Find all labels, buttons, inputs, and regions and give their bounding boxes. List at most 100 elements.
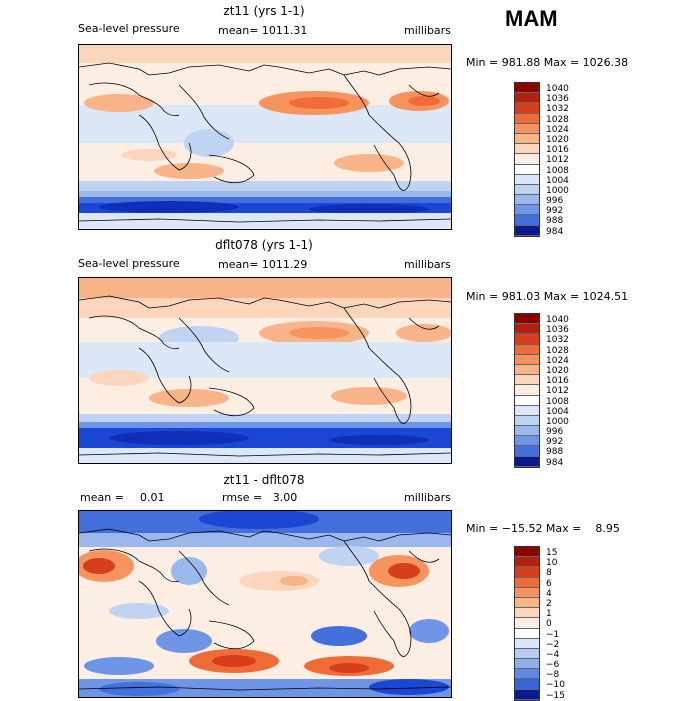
panel1-swatch <box>515 144 539 155</box>
panel3-swatch <box>515 577 539 588</box>
colorbar-tick-label: 0 <box>546 619 552 630</box>
colorbar-tick-label: 10 <box>546 558 558 569</box>
panel2-variable: Sea-level pressure <box>78 257 180 270</box>
panel3-colorbar-labels: 15 10 8 6 4 2 1 0 −1 −2 −4 −6 −8 −10 −15 <box>546 548 565 701</box>
panel1-variable: Sea-level pressure <box>78 22 180 35</box>
panel3-mean-value: 0.01 <box>140 491 165 504</box>
panel1-swatch <box>515 103 539 114</box>
panel3-swatch <box>515 659 539 670</box>
panel1-swatch <box>515 83 539 94</box>
panel2-swatch <box>515 364 539 376</box>
colorbar-tick-label: 1024 <box>546 124 569 135</box>
panel2-swatch <box>515 446 539 457</box>
colorbar-tick-label: 15 <box>546 548 558 558</box>
panel2-colorbar-labels: 1040 1036 1032 1028 1024 1020 1016 1012 … <box>546 315 569 468</box>
colorbar-tick-label: 1 <box>546 609 552 620</box>
colorbar-tick-label: 1020 <box>546 365 569 376</box>
panel1-swatch <box>515 225 539 236</box>
panel2-mean: mean= 1011.29 <box>218 258 308 271</box>
colorbar-tick-label: 1016 <box>546 145 569 156</box>
panel1-swatch <box>515 93 539 104</box>
panel2-units: millibars <box>404 258 451 271</box>
panel2-swatch <box>515 375 539 386</box>
panel3-swatch <box>515 608 539 619</box>
colorbar-tick-label: −6 <box>546 660 560 671</box>
panel3-swatch <box>515 648 539 660</box>
panel1-swatch <box>515 195 539 206</box>
panel2-swatch <box>515 436 539 447</box>
colorbar-tick-label: 1028 <box>546 114 569 125</box>
panel3-swatch <box>515 679 539 690</box>
colorbar-tick-label: −2 <box>546 639 560 650</box>
panel2-colorbar <box>514 313 540 468</box>
panel1-units: millibars <box>404 24 451 37</box>
panel1-swatch <box>515 123 539 134</box>
colorbar-tick-label: 1028 <box>546 345 569 356</box>
colorbar-tick-label: 1012 <box>546 155 569 166</box>
panel1-swatch <box>515 164 539 175</box>
panel2-swatch <box>515 415 539 427</box>
colorbar-tick-label: 988 <box>546 216 564 227</box>
panel3-swatch <box>515 567 539 578</box>
colorbar-tick-label: −4 <box>546 649 560 660</box>
colorbar-tick-label: −1 <box>546 629 560 640</box>
panel1-minmax: Min = 981.88 Max = 1026.38 <box>466 56 629 69</box>
panel2-swatch <box>515 426 539 437</box>
colorbar-tick-label: 1000 <box>546 185 569 196</box>
panel3-swatch <box>515 689 539 700</box>
panel2-swatch <box>515 456 539 467</box>
panel3-title: zt11 - dflt078 <box>223 473 305 487</box>
panel3-swatch <box>515 557 539 568</box>
colorbar-tick-label: 1024 <box>546 355 569 366</box>
panel2-swatch <box>515 344 539 355</box>
panel2-title: dflt078 (yrs 1-1) <box>215 238 313 252</box>
panel3-swatch <box>515 669 539 680</box>
panel1-swatch <box>515 154 539 165</box>
panel2-swatch <box>515 324 539 335</box>
colorbar-tick-label: 1032 <box>546 335 569 346</box>
panel3-colorbar <box>514 546 540 701</box>
colorbar-tick-label: 984 <box>546 457 564 468</box>
colorbar-tick-label: −15 <box>546 690 565 701</box>
colorbar-tick-label: 1004 <box>546 406 569 417</box>
colorbar-tick-label: 1016 <box>546 376 569 387</box>
colorbar-tick-label: 988 <box>546 447 564 458</box>
colorbar-tick-label: −8 <box>546 670 560 681</box>
colorbar-tick-label: 992 <box>546 206 564 217</box>
colorbar-tick-label: 6 <box>546 578 552 589</box>
panel1-title: zt11 (yrs 1-1) <box>223 4 305 18</box>
colorbar-tick-label: 8 <box>546 568 552 579</box>
panel2-swatch <box>515 314 539 325</box>
panel2-swatch <box>515 334 539 345</box>
colorbar-tick-label: 1020 <box>546 134 569 145</box>
panel1-swatch <box>515 215 539 226</box>
panel3-swatch <box>515 597 539 609</box>
colorbar-tick-label: 1012 <box>546 386 569 397</box>
panel3-swatch <box>515 587 539 598</box>
panel1-swatch <box>515 184 539 196</box>
colorbar-tick-label: −10 <box>546 680 565 691</box>
colorbar-tick-label: 1036 <box>546 325 569 336</box>
colorbar-tick-label: 996 <box>546 196 564 207</box>
panel1-swatch <box>515 174 539 185</box>
season-label: MAM <box>505 6 558 31</box>
panel3-swatch <box>515 628 539 639</box>
panel1-swatch <box>515 113 539 124</box>
panel1-colorbar-labels: 1040 1036 1032 1028 1024 1020 1016 1012 … <box>546 84 569 237</box>
panel3-units: millibars <box>404 491 451 504</box>
colorbar-tick-label: 1000 <box>546 416 569 427</box>
panel2-swatch <box>515 385 539 396</box>
panel1-mean: mean= 1011.31 <box>218 24 308 37</box>
panel2-map <box>78 277 452 464</box>
panel3-mean-label: mean = <box>80 491 124 504</box>
panel1-map <box>78 44 452 230</box>
panel3-swatch <box>515 618 539 629</box>
panel3-map <box>78 510 452 698</box>
colorbar-tick-label: 992 <box>546 437 564 448</box>
colorbar-tick-label: 1040 <box>546 84 569 94</box>
colorbar-tick-label: 996 <box>546 427 564 438</box>
panel3-swatch <box>515 638 539 649</box>
panel2-swatch <box>515 395 539 406</box>
colorbar-tick-label: 1008 <box>546 165 569 176</box>
panel3-swatch <box>515 547 539 558</box>
